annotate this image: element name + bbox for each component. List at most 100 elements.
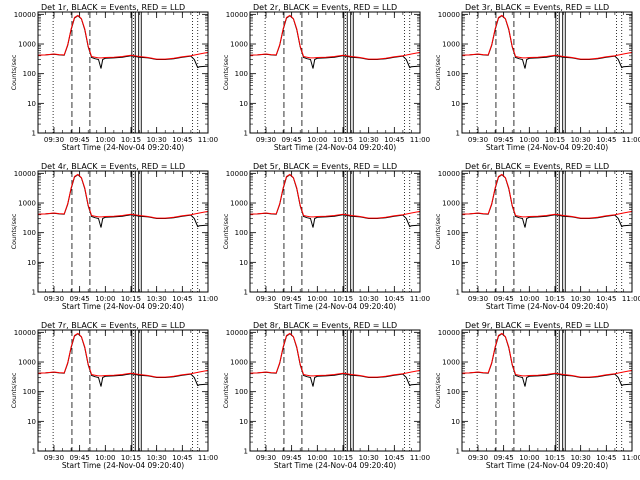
x-tick-label: 10:45 [384,295,404,303]
y-axis-label: Counts/sec [222,372,230,408]
x-tick-label: 10:15 [545,295,565,303]
y-tick-label: 10 [27,100,36,108]
panel-2: Det 2r, BLACK = Events, RED = LLD 1 10 100 1… [222,3,430,152]
y-axis-label: Counts/sec [10,54,18,90]
y-tick-label: 1 [32,289,36,297]
x-tick-label: 11:00 [622,136,640,144]
panel-title: Det 6r, BLACK = Events, RED = LLD [465,162,609,171]
y-tick-label: 10 [27,259,36,267]
lld-line [249,332,421,378]
y-axis-label: Counts/sec [434,372,442,408]
panel-title: Det 9r, BLACK = Events, RED = LLD [465,321,609,330]
x-tick-label: 10:45 [384,136,404,144]
x-tick-label: 09:45 [70,136,90,144]
y-tick-label: 10 [239,100,248,108]
y-tick-label: 100 [235,70,248,78]
x-tick-label: 09:30 [468,454,488,462]
x-axis-label: Start Time (24-Nov-04 09:20:40) [62,143,184,152]
x-tick-label: 10:45 [172,295,192,303]
y-tick-label: 10000 [226,329,248,337]
y-tick-label: 1 [32,130,36,138]
x-tick-label: 09:45 [282,454,302,462]
y-tick-label: 1 [456,448,460,456]
events-line [249,333,421,387]
x-tick-label: 10:00 [95,454,115,462]
x-tick-label: 10:15 [545,136,565,144]
x-tick-label: 11:00 [198,454,218,462]
y-tick-label: 1000 [18,41,36,49]
x-axis-label: Start Time (24-Nov-04 09:20:40) [62,461,184,470]
y-tick-label: 100 [23,229,36,237]
y-tick-label: 1 [244,448,248,456]
y-tick-label: 10 [451,100,460,108]
y-tick-label: 1000 [18,200,36,208]
x-tick-label: 10:15 [121,454,141,462]
x-tick-label: 10:30 [147,295,167,303]
x-tick-label: 10:00 [95,136,115,144]
events-line [249,15,421,69]
plot-frame [37,11,209,134]
x-tick-label: 10:30 [359,454,379,462]
x-tick-label: 10:30 [571,295,591,303]
lld-line [37,173,209,219]
x-tick-label: 09:45 [70,295,90,303]
panel-5: Det 5r, BLACK = Events, RED = LLD 1 10 100 1… [222,162,430,311]
panel-title: Det 2r, BLACK = Events, RED = LLD [253,3,397,12]
y-tick-label: 1000 [442,359,460,367]
y-tick-label: 10000 [14,11,36,19]
panel-title: Det 1r, BLACK = Events, RED = LLD [41,3,185,12]
x-tick-label: 10:45 [596,454,616,462]
lld-line [461,332,633,378]
y-tick-label: 1 [456,130,460,138]
x-tick-label: 10:15 [545,454,565,462]
y-tick-label: 10 [239,259,248,267]
x-tick-label: 09:30 [256,295,276,303]
plot-frame [249,329,421,452]
y-tick-label: 10000 [14,329,36,337]
panel-3: Det 3r, BLACK = Events, RED = LLD 1 10 100 1… [434,3,640,152]
x-tick-label: 09:30 [256,136,276,144]
panel-1: Det 1r, BLACK = Events, RED = LLD 1 10 100 1… [10,3,218,152]
x-axis-label: Start Time (24-Nov-04 09:20:40) [486,461,608,470]
x-tick-label: 09:30 [44,136,64,144]
x-tick-label: 10:30 [147,454,167,462]
panel-8: Det 8r, BLACK = Events, RED = LLD 1 10 100 1… [222,321,430,470]
y-tick-label: 10000 [438,329,460,337]
x-axis-label: Start Time (24-Nov-04 09:20:40) [486,143,608,152]
events-line [37,15,209,69]
x-tick-label: 09:45 [282,295,302,303]
y-tick-label: 10000 [438,11,460,19]
y-tick-label: 1 [456,289,460,297]
y-tick-label: 100 [23,388,36,396]
lld-line [37,14,209,60]
x-tick-label: 09:45 [70,454,90,462]
plot-frame [37,170,209,293]
x-tick-label: 10:15 [333,454,353,462]
x-tick-label: 10:30 [571,454,591,462]
plot-frame [249,11,421,134]
events-line [461,174,633,228]
panel-6: Det 6r, BLACK = Events, RED = LLD 1 10 100 1… [434,162,640,311]
y-tick-label: 1 [244,289,248,297]
panel-title: Det 7r, BLACK = Events, RED = LLD [41,321,185,330]
y-tick-label: 10 [451,418,460,426]
x-tick-label: 09:45 [494,454,514,462]
y-tick-label: 10 [239,418,248,426]
y-tick-label: 1000 [230,41,248,49]
x-tick-label: 10:00 [307,295,327,303]
panel-title: Det 8r, BLACK = Events, RED = LLD [253,321,397,330]
x-tick-label: 10:00 [307,454,327,462]
x-tick-label: 09:30 [468,136,488,144]
x-tick-label: 10:45 [384,454,404,462]
panel-9: Det 9r, BLACK = Events, RED = LLD 1 10 100 1… [434,321,640,470]
x-tick-label: 10:45 [172,454,192,462]
x-tick-label: 10:00 [95,295,115,303]
x-tick-label: 09:45 [494,136,514,144]
y-tick-label: 1000 [230,200,248,208]
events-line [461,333,633,387]
y-axis-label: Counts/sec [434,54,442,90]
y-tick-label: 100 [23,70,36,78]
x-tick-label: 10:15 [333,136,353,144]
events-line [37,174,209,228]
x-tick-label: 11:00 [622,454,640,462]
